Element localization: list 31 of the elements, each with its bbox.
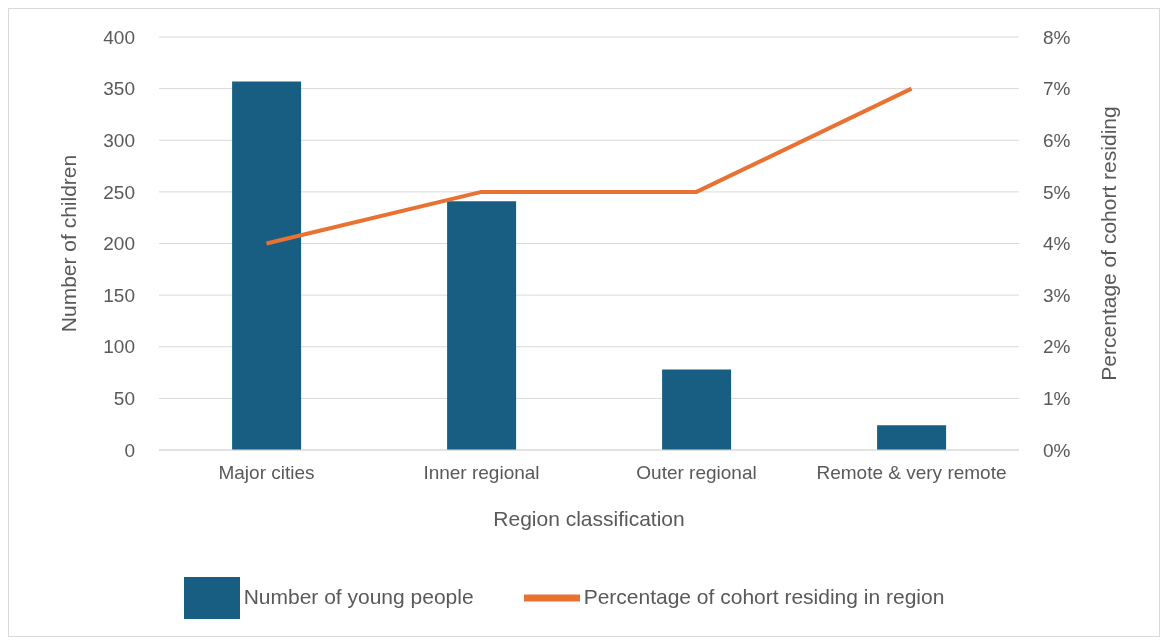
y2-tick-label: 5% (1043, 181, 1071, 203)
y2-tick-label: 3% (1043, 284, 1071, 306)
x-tick-label: Outer regional (636, 462, 757, 484)
y-tick-label: 400 (103, 26, 135, 48)
y2-tick-label: 8% (1043, 26, 1071, 48)
legend-label: Number of young people (243, 584, 474, 608)
x-axis-title: Region classification (493, 507, 685, 530)
bar (447, 201, 517, 450)
y2-tick-label: 2% (1043, 336, 1071, 358)
y-tick-label: 100 (103, 336, 135, 358)
y-tick-label: 350 (103, 78, 135, 100)
y2-tick-label: 0% (1043, 439, 1071, 461)
y2-tick-label: 4% (1043, 233, 1071, 255)
y2-tick-label: 6% (1043, 129, 1071, 151)
x-tick-label: Major cities (218, 462, 315, 484)
y2-tick-label: 1% (1043, 388, 1071, 410)
y-axis-title: Number of children (57, 154, 81, 333)
y2-tick-label: 7% (1043, 78, 1071, 100)
y-tick-label: 300 (103, 129, 135, 151)
bar (232, 81, 302, 450)
x-tick-label: Inner regional (423, 462, 540, 484)
y-tick-label: 0 (124, 439, 135, 461)
x-tick-label: Remote & very remote (816, 462, 1007, 484)
y2-axis-title: Percentage of cohort residing (1097, 106, 1121, 381)
bar (877, 425, 947, 450)
y-tick-label: 150 (103, 284, 135, 306)
bar (662, 369, 732, 450)
legend-label: Percentage of cohort residing in region (583, 584, 945, 608)
y-tick-label: 200 (103, 233, 135, 255)
y-tick-label: 50 (113, 388, 135, 410)
y-tick-label: 250 (103, 181, 135, 203)
